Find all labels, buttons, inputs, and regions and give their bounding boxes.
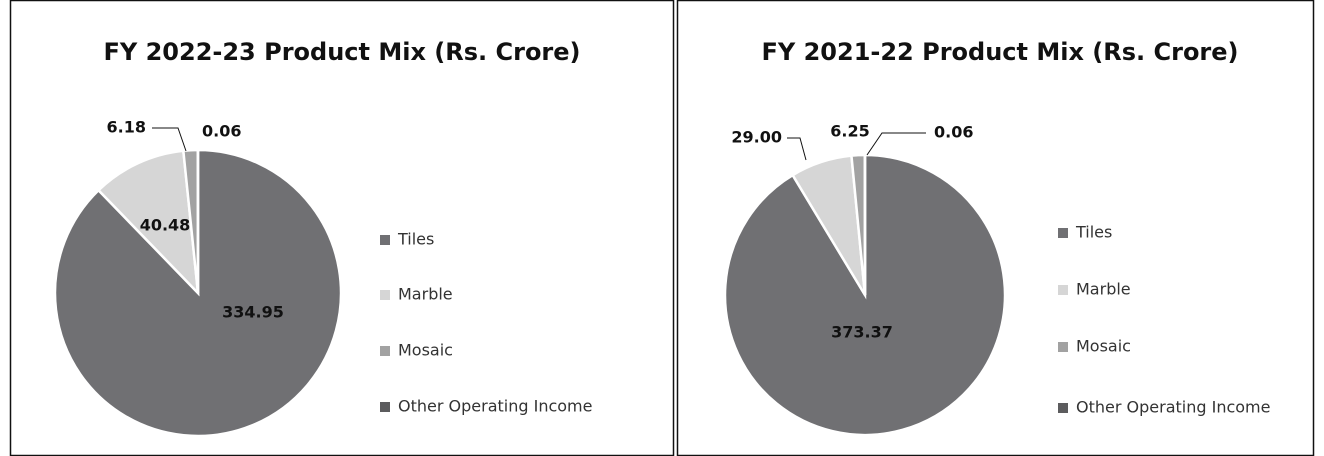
data-label: 6.18 [107, 118, 146, 137]
pie-slice [96, 149, 200, 297]
legend-label: Other Operating Income [398, 397, 592, 416]
chart-title: FY 2021-22 Product Mix (Rs. Crore) [761, 38, 1238, 66]
legend-swatch [1058, 285, 1068, 295]
legend-swatch [1058, 342, 1068, 352]
leader-line [787, 137, 807, 161]
legend-swatch [1058, 228, 1068, 238]
legend-label: Mosaic [398, 341, 453, 360]
legend-swatch [380, 402, 390, 412]
legend-label: Other Operating Income [1076, 398, 1270, 417]
data-label: 6.25 [830, 122, 869, 141]
legend-swatch [380, 346, 390, 356]
legend-label: Tiles [1075, 223, 1112, 242]
legend-swatch [380, 235, 390, 245]
leader-line [866, 132, 926, 156]
data-label: 334.95 [222, 303, 284, 322]
data-label: 373.37 [831, 323, 893, 342]
legend-swatch [380, 290, 390, 300]
legend-swatch [1058, 403, 1068, 413]
data-label: 0.06 [202, 122, 241, 141]
leader-line [152, 127, 187, 152]
legend-label: Tiles [397, 230, 434, 249]
data-label: 0.06 [934, 123, 973, 142]
data-label: 29.00 [731, 128, 782, 147]
legend-label: Marble [398, 285, 453, 304]
data-label: 40.48 [140, 216, 191, 235]
legend-label: Mosaic [1076, 337, 1131, 356]
chart-title: FY 2022-23 Product Mix (Rs. Crore) [103, 38, 580, 66]
legend-label: Marble [1076, 280, 1131, 299]
